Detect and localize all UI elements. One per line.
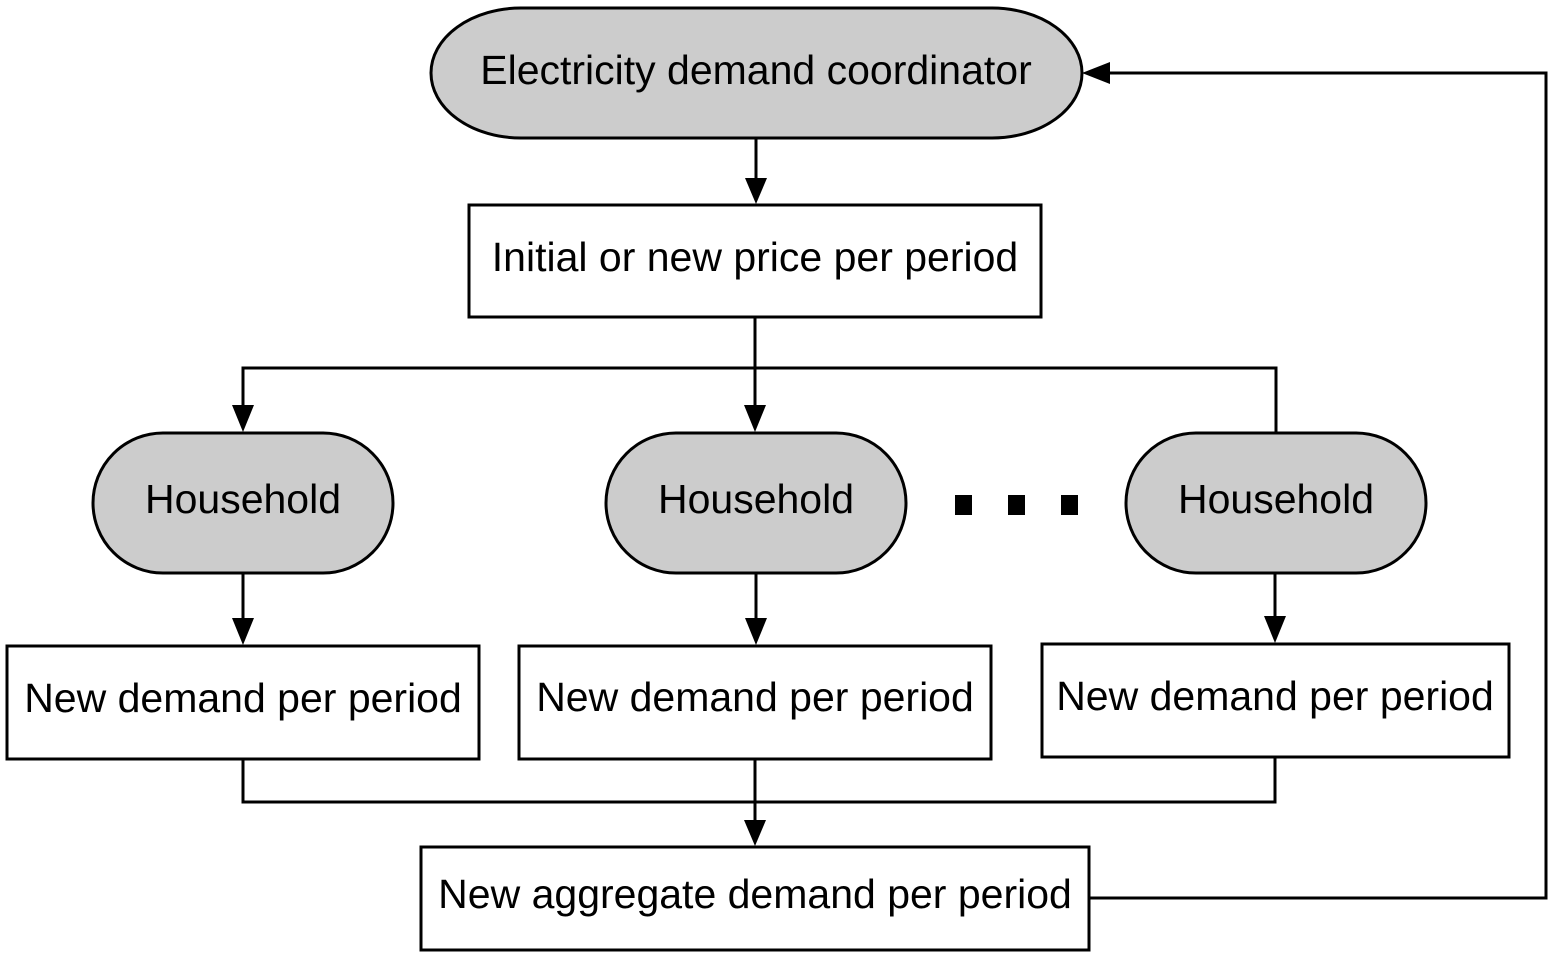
- demand-label-3: New demand per period: [1056, 673, 1494, 719]
- edge-household-to-demand-1: [232, 573, 254, 645]
- demand-label-1: New demand per period: [24, 675, 462, 721]
- edge-feedback-loop: [1082, 62, 1548, 900]
- household-label-1: Household: [145, 476, 341, 522]
- demand-node-1: New demand per period: [5, 644, 481, 761]
- coordinator-label: Electricity demand coordinator: [480, 47, 1031, 93]
- household-node-2: Household: [604, 431, 908, 575]
- demand-node-3: New demand per period: [1040, 642, 1511, 759]
- price-label: Initial or new price per period: [492, 234, 1018, 280]
- household-node-1: Household: [91, 431, 395, 575]
- household-label-3: Household: [1178, 476, 1374, 522]
- demand-node-2: New demand per period: [517, 644, 993, 761]
- edge-demands-to-aggregate: [241, 758, 1277, 846]
- price-node: Initial or new price per period: [467, 203, 1043, 319]
- ellipsis-icon: [955, 495, 1078, 515]
- household-node-3: Household: [1124, 431, 1428, 575]
- aggregate-node: New aggregate demand per period: [419, 845, 1091, 952]
- edge-household-to-demand-2: [745, 573, 767, 645]
- edge-household-to-demand-3: [1264, 573, 1286, 643]
- aggregate-label: New aggregate demand per period: [438, 871, 1072, 917]
- household-label-2: Household: [658, 476, 854, 522]
- edge-coordinator-to-price: [745, 138, 767, 204]
- edge-price-to-households: [232, 318, 1278, 432]
- demand-label-2: New demand per period: [536, 674, 974, 720]
- coordinator-node: Electricity demand coordinator: [429, 6, 1084, 140]
